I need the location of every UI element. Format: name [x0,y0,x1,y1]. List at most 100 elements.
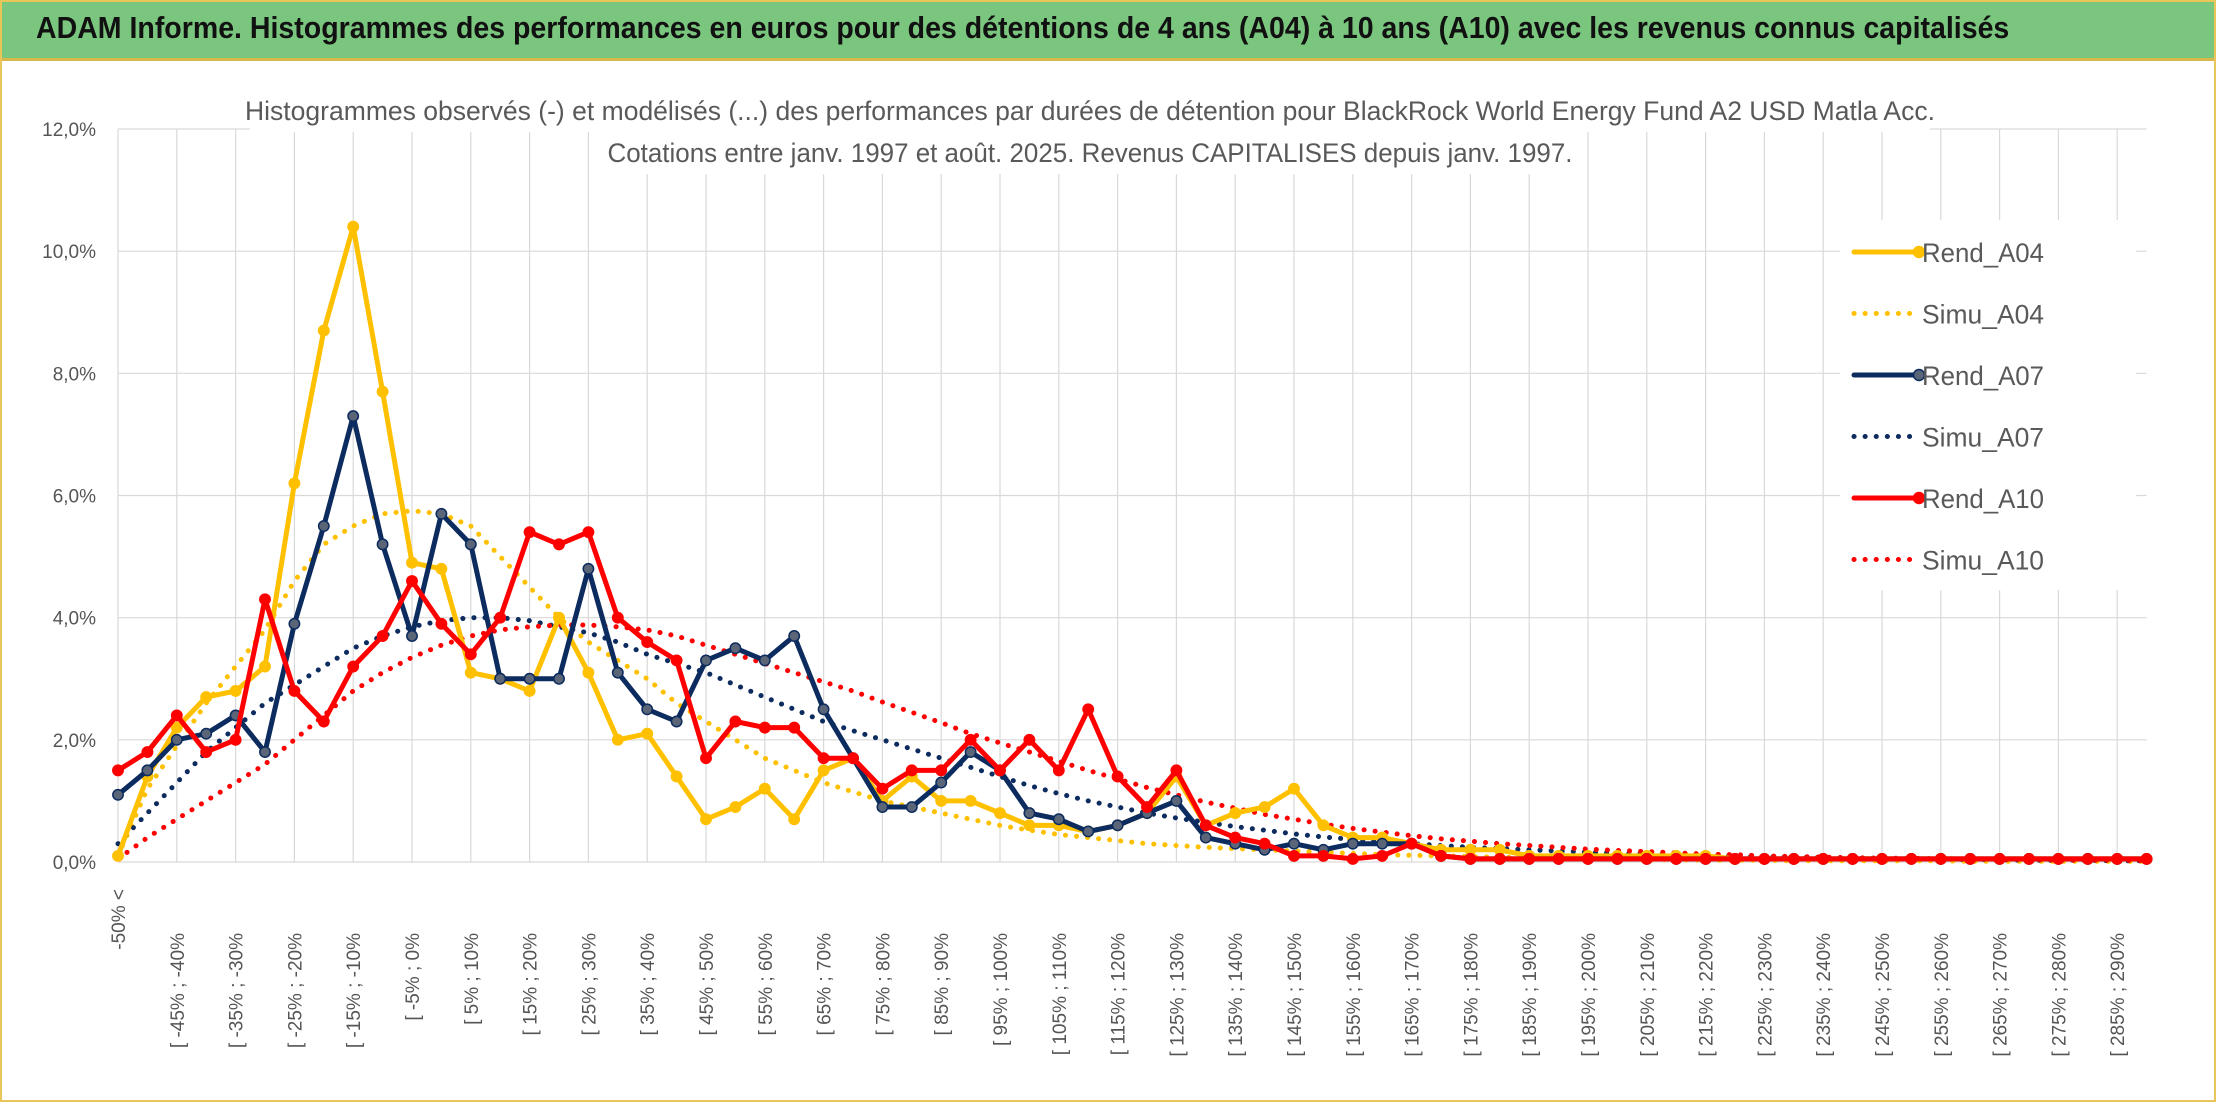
series-line-simu-a10 [115,622,2150,864]
data-point [1376,849,1389,862]
data-point [1082,825,1095,838]
x-tick-label: -50% < [109,889,130,950]
data-point [170,721,183,734]
data-point [1934,852,1947,865]
data-point [935,794,948,807]
data-point [847,752,859,765]
data-point [523,526,536,539]
data-point [700,752,712,765]
data-point [641,703,654,716]
legend-entry-rend-a04: Rend_A04 [1922,238,2044,268]
y-tick-label: 8,0% [53,364,96,385]
data-point [964,746,977,758]
series-line-rend-a10 [115,529,2150,862]
x-tick-label: [ 55% ; 60% [756,933,777,1036]
title-bg [250,90,1930,132]
subtitle-bg [607,132,1573,174]
data-point [464,648,477,661]
data-point [494,672,507,685]
x-tick-label: [ 5% ; 10% [462,933,483,1025]
data-point [259,746,271,758]
data-point [1258,801,1271,813]
x-tick-label: [ -35% ; -30% [227,933,248,1048]
data-point [170,733,183,746]
data-point [611,733,624,746]
data-point [229,733,242,746]
data-point [112,849,124,862]
data-point [406,630,418,642]
x-tick-label: [ -5% ; 0% [403,933,424,1021]
legend-entry-rend-a07: Rend_A07 [1922,361,2044,391]
legend-entry-simu-a07: Simu_A07 [1922,423,2044,453]
data-point [435,507,448,520]
data-point [788,813,801,826]
data-point [1758,852,1771,865]
data-point [1493,852,1506,865]
x-tick-label: [ 155% ; 160% [1344,933,1365,1057]
data-point [1288,837,1300,850]
y-tick-label: 0,0% [53,853,96,874]
data-point [1229,831,1242,844]
data-point [2140,852,2153,865]
chart-series [112,220,2153,865]
x-tick-label: [ -25% ; -20% [285,933,306,1048]
data-point [1229,807,1242,820]
data-point [553,611,565,624]
legend-marker [1912,491,1926,505]
data-point [1052,764,1065,777]
x-tick-label: [ 45% ; 50% [697,933,718,1036]
data-point [700,654,712,667]
data-point [994,807,1006,820]
data-point [229,685,242,697]
x-tick-label: [ 245% ; 250% [1873,933,1894,1057]
data-point [2111,852,2124,865]
data-point [1964,852,1977,865]
x-tick-label: [ 145% ; 150% [1285,933,1306,1057]
data-point [582,526,595,539]
data-point [1699,852,1712,865]
data-point [288,477,301,490]
data-point [1199,831,1212,844]
x-tick-label: [ 85% ; 90% [932,933,953,1036]
y-tick-label: 2,0% [53,731,96,752]
data-point [1523,852,1536,865]
data-point [1052,813,1065,826]
x-tick-label: [ 95% ; 100% [991,933,1012,1046]
chart-legend: Rend_A04 Simu_A04 Rend_A07 Simu_A07 Rend_A10… [1840,220,2136,590]
data-point [200,727,213,740]
legend-entry-simu-a10: Simu_A10 [1922,546,2044,576]
data-point [259,593,271,606]
data-point [317,520,330,532]
data-point [1640,852,1653,865]
y-tick-label: 4,0% [53,609,96,630]
data-point [112,788,124,801]
legend-box [1840,220,2136,590]
x-axis-ticks: -50% < [ -45% ; -40% [ -35% ; -30% [ -25% ;… [109,889,2129,1057]
y-tick-label: 6,0% [53,487,96,508]
data-point [758,654,771,667]
data-point [347,660,360,673]
legend-entry-simu-a04: Simu_A04 [1922,300,2044,330]
x-tick-label: [ 285% ; 290% [2108,933,2129,1057]
chart-subtitle: Cotations entre janv. 1997 et août. 2025… [608,138,1573,168]
data-point [1993,852,2006,865]
data-point [758,782,771,795]
chart-title: Histogrammes observés (-) et modélisés (… [245,96,1935,126]
data-point [317,715,330,728]
data-point [464,538,477,551]
report-banner: ADAM Informe. Histogrammes des performan… [2,2,2214,61]
data-point [1876,852,1888,865]
data-point [1023,807,1036,820]
x-tick-label: [ 25% ; 30% [579,933,600,1036]
data-point [1288,849,1300,862]
data-point [817,752,830,765]
x-tick-label: [ 235% ; 240% [1814,933,1835,1057]
legend-marker [1912,368,1926,382]
data-point [2052,852,2065,865]
data-point [170,709,183,722]
x-tick-label: [ 115% ; 120% [1109,933,1130,1055]
x-tick-label: [ 165% ; 170% [1403,933,1424,1057]
data-point [376,385,389,398]
data-point [1170,794,1183,807]
